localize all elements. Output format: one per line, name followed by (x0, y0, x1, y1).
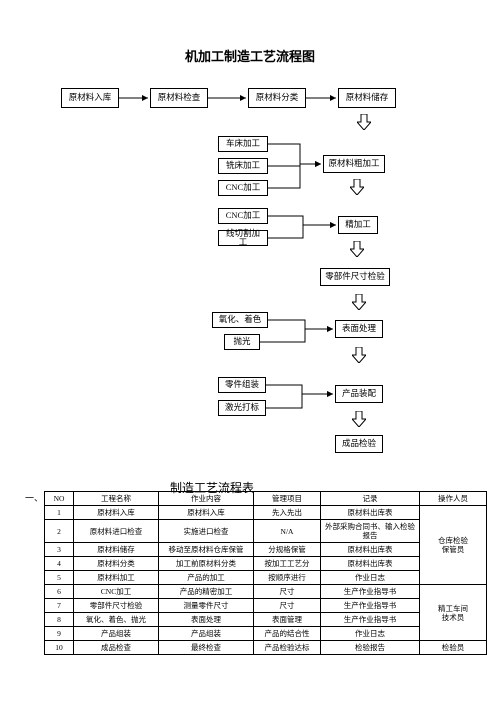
table-cell: 最终检查 (159, 641, 254, 655)
table-cell: 作业日志 (321, 571, 420, 585)
flow-node-n2: 原材料检查 (150, 88, 208, 108)
table-cell: 原材料出库表 (321, 543, 420, 557)
table-cell: 零部件尺寸检验 (74, 599, 159, 613)
table-cell: 产品检验达标 (254, 641, 321, 655)
flow-node-n14: 抛光 (224, 334, 260, 350)
down-arrow-1 (350, 179, 364, 195)
flow-node-n16: 零件组装 (218, 377, 266, 393)
table-cell: 作业日志 (321, 627, 420, 641)
table-cell: 原材料入库 (159, 506, 254, 520)
table-cell: 9 (45, 627, 74, 641)
table-cell: 生产作业指导书 (321, 585, 420, 599)
table-cell: 7 (45, 599, 74, 613)
table-cell: CNC加工 (74, 585, 159, 599)
flow-node-n5: 车床加工 (218, 136, 268, 152)
flow-node-n17: 激光打标 (218, 400, 266, 416)
table-header-row: NO工程名称作业内容管理项目记录操作人员 (45, 492, 487, 506)
table-cell: 表面处理 (159, 613, 254, 627)
table-col-header: 作业内容 (159, 492, 254, 506)
table-cell: 10 (45, 641, 74, 655)
flow-node-n13: 氧化、着色 (212, 312, 268, 328)
table-col-header: 记录 (321, 492, 420, 506)
table-row: 1原材料入库原材料入库先入先出原材料出库表仓库检验 保管员 (45, 506, 487, 520)
table-cell: 6 (45, 585, 74, 599)
table-cell: 原材料入库 (74, 506, 159, 520)
down-arrow-3 (352, 294, 366, 310)
table-cell: 生产作业指导书 (321, 599, 420, 613)
flow-node-n19: 成品检验 (335, 435, 383, 453)
table-cell: 移动至原材料仓库保管 (159, 543, 254, 557)
table-row: 10成品检查最终检查产品检验达标检验报告检验员 (45, 641, 487, 655)
table-body: 1原材料入库原材料入库先入先出原材料出库表仓库检验 保管员2原材料进口检查实施进… (45, 506, 487, 655)
table-row: 6CNC加工产品的精密加工尺寸生产作业指导书精工车间 技术员 (45, 585, 487, 599)
table-cell: 原材料出库表 (321, 557, 420, 571)
down-arrow-0 (357, 114, 371, 130)
table-cell: 2 (45, 520, 74, 543)
down-arrow-5 (352, 411, 366, 427)
table-cell: 尺寸 (254, 585, 321, 599)
flow-node-n4: 原材料储存 (338, 88, 396, 108)
table-cell: 产品的加工 (159, 571, 254, 585)
table-cell: 产品组装 (74, 627, 159, 641)
table-cell: 3 (45, 543, 74, 557)
table-cell: 成品检查 (74, 641, 159, 655)
table-col-header: 工程名称 (74, 492, 159, 506)
table-cell: 产品的结合性 (254, 627, 321, 641)
table-cell: 表面管理 (254, 613, 321, 627)
table-cell: 测量零件尺寸 (159, 599, 254, 613)
down-arrow-4 (352, 347, 366, 363)
table-cell: 分规格保管 (254, 543, 321, 557)
table-cell: 原材料储存 (74, 543, 159, 557)
table-cell: 按顺序进行 (254, 571, 321, 585)
table-cell: 尺寸 (254, 599, 321, 613)
flow-node-n10: 线切割加工 (218, 230, 268, 246)
table-cell: 原材料出库表 (321, 506, 420, 520)
table-cell: 原材料分类 (74, 557, 159, 571)
table-cell: 氧化、着色、抛光 (74, 613, 159, 627)
table-cell: 外部采购合同书、输入检验报告 (321, 520, 420, 543)
flow-node-n1: 原材料入库 (61, 88, 119, 108)
table-cell-operator: 仓库检验 保管员 (420, 506, 487, 585)
process-table: NO工程名称作业内容管理项目记录操作人员 1原材料入库原材料入库先入先出原材料出… (44, 491, 487, 655)
table-cell-operator: 精工车间 技术员 (420, 585, 487, 641)
table-cell: 5 (45, 571, 74, 585)
table-cell: 生产作业指导书 (321, 613, 420, 627)
table-cell: 检验报告 (321, 641, 420, 655)
table-cell: 按加工工艺分 (254, 557, 321, 571)
flow-node-n18: 产品装配 (335, 385, 383, 403)
table-cell: 产品组装 (159, 627, 254, 641)
flow-node-n12: 零部件尺寸检验 (320, 268, 390, 286)
table-cell-operator: 检验员 (420, 641, 487, 655)
flow-node-n3: 原材料分类 (248, 88, 306, 108)
table-cell: 加工前原材料分类 (159, 557, 254, 571)
table-col-header: 操作人员 (420, 492, 487, 506)
down-arrow-2 (350, 241, 364, 257)
flow-node-n7: CNC加工 (218, 180, 268, 196)
table-cell: 原材料加工 (74, 571, 159, 585)
flow-node-n11: 精加工 (338, 216, 378, 234)
table-cell: 产品的精密加工 (159, 585, 254, 599)
flow-node-n15: 表面处理 (335, 320, 383, 338)
table-col-header: NO (45, 492, 74, 506)
table-cell: 先入先出 (254, 506, 321, 520)
section-marker: 一、 (25, 491, 43, 504)
table-cell: N/A (254, 520, 321, 543)
table-cell: 1 (45, 506, 74, 520)
flow-node-n8: 原材料粗加工 (323, 155, 385, 173)
table-cell: 实施进口检查 (159, 520, 254, 543)
table-cell: 8 (45, 613, 74, 627)
table-col-header: 管理项目 (254, 492, 321, 506)
flow-node-n9: CNC加工 (218, 208, 268, 224)
flow-node-n6: 铣床加工 (218, 158, 268, 174)
table-cell: 原材料进口检查 (74, 520, 159, 543)
table-cell: 4 (45, 557, 74, 571)
page-title: 机加工制造工艺流程图 (0, 46, 500, 65)
